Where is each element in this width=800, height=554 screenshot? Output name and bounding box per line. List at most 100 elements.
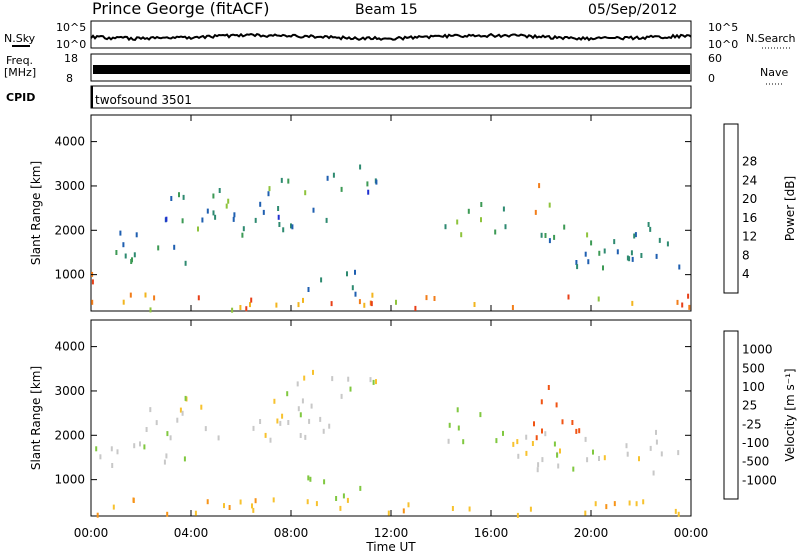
echo-cell bbox=[279, 420, 282, 426]
echo-cell bbox=[480, 202, 483, 207]
echo-cell bbox=[312, 369, 314, 375]
colorbar-tick-label: 28 bbox=[742, 155, 757, 169]
echo-cell bbox=[517, 453, 520, 459]
echo-cell bbox=[516, 512, 519, 518]
echo-cell bbox=[467, 208, 470, 214]
echo-cell bbox=[287, 420, 290, 425]
echo-cell bbox=[349, 386, 352, 392]
nave-tick-bottom: 0 bbox=[708, 72, 715, 85]
echo-cell bbox=[179, 407, 182, 413]
echo-cell bbox=[169, 435, 172, 441]
echo-cell bbox=[228, 505, 231, 510]
echo-cell bbox=[468, 506, 471, 512]
echo-cell bbox=[303, 375, 306, 381]
echo-cell bbox=[340, 393, 343, 399]
echo-cell bbox=[99, 454, 102, 460]
echo-cell bbox=[375, 179, 378, 185]
echo-cell bbox=[613, 501, 616, 507]
echo-cell bbox=[495, 438, 498, 444]
echo-cell bbox=[359, 485, 362, 491]
y-tick-label: 1000 bbox=[54, 473, 85, 487]
panel-frame bbox=[90, 319, 692, 517]
echo-cell bbox=[628, 256, 631, 262]
echo-cell bbox=[259, 201, 262, 207]
echo-cell bbox=[176, 417, 179, 423]
echo-cell bbox=[135, 232, 138, 238]
echo-cell bbox=[184, 395, 187, 401]
echo-cell bbox=[297, 406, 300, 412]
echo-cell bbox=[139, 441, 141, 447]
echo-cell bbox=[306, 499, 309, 505]
echo-cell bbox=[658, 237, 661, 243]
echo-cell bbox=[165, 453, 168, 459]
echo-cell bbox=[299, 412, 302, 418]
echo-cell bbox=[280, 177, 283, 183]
echo-cell bbox=[369, 377, 372, 383]
echo-cell bbox=[616, 249, 619, 255]
x-tick-label: 04:00 bbox=[174, 526, 209, 540]
echo-cell bbox=[178, 192, 180, 198]
echo-cell bbox=[165, 216, 168, 222]
echo-cell bbox=[655, 253, 658, 259]
nsky-trace bbox=[90, 32, 692, 42]
colorbar-tick-label: -500 bbox=[742, 455, 769, 469]
echo-cell bbox=[359, 164, 362, 170]
station-title: Prince George (fitACF) bbox=[92, 0, 270, 18]
echo-cell bbox=[553, 234, 556, 240]
echo-cell bbox=[181, 218, 184, 224]
colorbar-tick-label: -25 bbox=[742, 417, 762, 431]
echo-cell bbox=[331, 376, 334, 382]
echo-cell bbox=[218, 188, 221, 193]
echo-cell bbox=[433, 296, 436, 301]
echo-cell bbox=[538, 183, 541, 189]
x-tick-label: 16:00 bbox=[474, 526, 509, 540]
echo-cell bbox=[603, 248, 606, 254]
echo-cell bbox=[227, 198, 230, 204]
x-tick-label: 00:00 bbox=[674, 526, 709, 540]
colorbar-label: Power [dB] bbox=[783, 176, 797, 241]
echo-cell bbox=[525, 434, 528, 440]
echo-cell bbox=[448, 422, 451, 428]
echo-cell bbox=[319, 416, 322, 422]
echo-cell bbox=[269, 437, 272, 443]
echo-cell bbox=[678, 264, 681, 270]
echo-cell bbox=[335, 496, 338, 501]
echo-cell bbox=[312, 207, 315, 213]
echo-cell bbox=[602, 265, 604, 271]
echo-cell bbox=[304, 190, 307, 196]
echo-cell bbox=[340, 186, 343, 192]
cpid-label: CPID bbox=[6, 91, 35, 104]
echo-cell bbox=[111, 463, 114, 468]
echo-cells bbox=[91, 164, 691, 313]
nsky-tick-bottom: 10^0 bbox=[56, 38, 86, 51]
time-axis: 00:00 04:00 08:00 12:00 16:00 20:00 00:00 Time … bbox=[74, 526, 709, 554]
colorbar-tick-label: 25 bbox=[742, 399, 757, 413]
echo-cell bbox=[512, 441, 515, 447]
echo-cell bbox=[206, 499, 209, 505]
echo-cell bbox=[652, 470, 655, 476]
echo-cell bbox=[557, 463, 560, 469]
y-tick-label: 4000 bbox=[54, 340, 85, 354]
echo-cell bbox=[354, 269, 356, 275]
echo-cell bbox=[325, 217, 328, 223]
echo-cell bbox=[277, 206, 280, 211]
y-axis-label: Slant Range [km] bbox=[29, 161, 43, 265]
echo-cell bbox=[567, 294, 570, 300]
echo-cell bbox=[387, 510, 390, 516]
freq-nave-trace bbox=[93, 65, 690, 74]
echo-cell bbox=[206, 208, 209, 214]
echo-cell bbox=[544, 431, 547, 437]
echo-cell bbox=[649, 445, 652, 451]
nsearch-tick-top: 10^5 bbox=[708, 21, 738, 34]
echo-cell bbox=[251, 503, 253, 509]
echo-cell bbox=[425, 295, 428, 301]
echo-cell bbox=[677, 511, 680, 517]
echo-cell bbox=[655, 439, 658, 445]
echo-cell bbox=[535, 435, 538, 441]
echo-cell bbox=[197, 295, 200, 301]
echo-cell bbox=[370, 301, 373, 307]
echo-cell bbox=[287, 178, 290, 184]
echo-cell bbox=[479, 412, 482, 418]
echo-cell bbox=[531, 441, 534, 446]
colorbar-tick-label: 12 bbox=[742, 230, 757, 244]
